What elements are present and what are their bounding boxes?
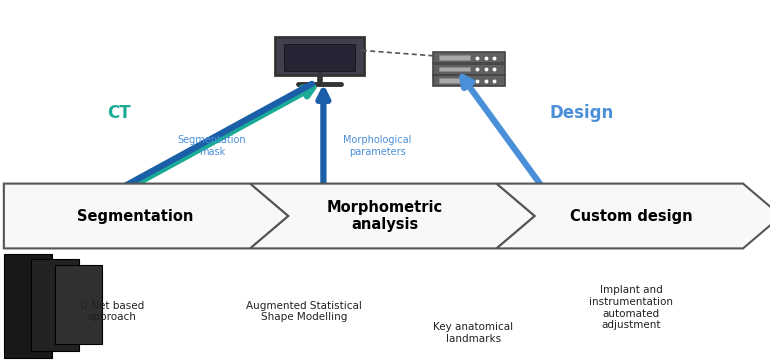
- FancyBboxPatch shape: [439, 67, 470, 71]
- FancyBboxPatch shape: [275, 37, 364, 75]
- Text: Design: Design: [549, 104, 614, 122]
- FancyBboxPatch shape: [439, 78, 470, 83]
- FancyBboxPatch shape: [433, 64, 505, 75]
- Polygon shape: [497, 184, 770, 248]
- Text: Custom design: Custom design: [570, 208, 693, 224]
- Text: U-Net based
approach: U-Net based approach: [79, 301, 144, 322]
- Text: Segmentation
mask: Segmentation mask: [177, 135, 246, 157]
- Polygon shape: [250, 184, 534, 248]
- FancyBboxPatch shape: [4, 254, 52, 358]
- FancyBboxPatch shape: [55, 265, 102, 344]
- Text: Morphological
parameters: Morphological parameters: [343, 135, 411, 157]
- Text: Segmentation: Segmentation: [76, 208, 193, 224]
- FancyBboxPatch shape: [433, 75, 505, 86]
- FancyBboxPatch shape: [31, 259, 79, 351]
- FancyBboxPatch shape: [433, 52, 505, 63]
- Text: Augmented Statistical
Shape Modelling: Augmented Statistical Shape Modelling: [246, 301, 362, 322]
- Text: CT: CT: [108, 104, 131, 122]
- FancyBboxPatch shape: [284, 44, 355, 71]
- Text: Key anatomical
landmarks: Key anatomical landmarks: [434, 322, 514, 344]
- FancyBboxPatch shape: [439, 55, 470, 60]
- Text: Morphometric
analysis: Morphometric analysis: [327, 200, 443, 232]
- Polygon shape: [4, 184, 288, 248]
- Text: Implant and
instrumentation
automated
adjustment: Implant and instrumentation automated ad…: [589, 285, 674, 330]
